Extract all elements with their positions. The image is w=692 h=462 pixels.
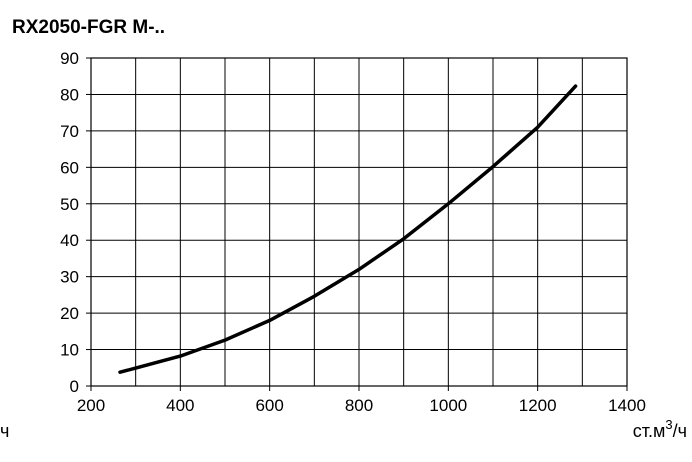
chart-title: RX2050-FGR M-.. bbox=[12, 17, 166, 38]
y-tick-label: 60 bbox=[60, 158, 79, 177]
x-axis-unit-main: ст.м bbox=[633, 421, 666, 441]
x-axis-left-unit-label: ч bbox=[0, 421, 9, 441]
horizontal-gridlines bbox=[91, 93, 627, 351]
vertical-gridlines bbox=[135, 58, 583, 386]
series-layer bbox=[118, 84, 578, 374]
x-axis-unit-label: ст.м3/ч bbox=[633, 417, 687, 441]
x-tick-label: 600 bbox=[255, 396, 283, 415]
x-tick-label: 1200 bbox=[519, 396, 557, 415]
x-tick-label: 1400 bbox=[608, 396, 646, 415]
axis-tick-marks bbox=[86, 57, 628, 391]
y-tick-label: 80 bbox=[60, 85, 79, 104]
y-tick-label: 50 bbox=[60, 195, 79, 214]
x-tick-label: 800 bbox=[345, 396, 373, 415]
series-line bbox=[118, 84, 578, 374]
x-axis-unit-tail: /ч bbox=[673, 421, 687, 441]
x-tick-label: 200 bbox=[77, 396, 105, 415]
y-tick-label: 90 bbox=[60, 49, 79, 68]
x-tick-label: 1000 bbox=[429, 396, 467, 415]
y-tick-label: 40 bbox=[60, 231, 79, 250]
y-tick-label: 20 bbox=[60, 304, 79, 323]
x-tick-label: 400 bbox=[166, 396, 194, 415]
y-tick-label: 0 bbox=[70, 377, 79, 396]
x-axis-tick-labels: 200 400 600 800 1000 1200 1400 bbox=[77, 396, 646, 415]
y-tick-label: 10 bbox=[60, 341, 79, 360]
y-tick-label: 70 bbox=[60, 122, 79, 141]
y-tick-label: 30 bbox=[60, 268, 79, 287]
x-axis-unit-superscript: 3 bbox=[665, 417, 672, 432]
y-axis-tick-labels: 0 10 20 30 40 50 60 70 80 90 bbox=[60, 49, 79, 396]
